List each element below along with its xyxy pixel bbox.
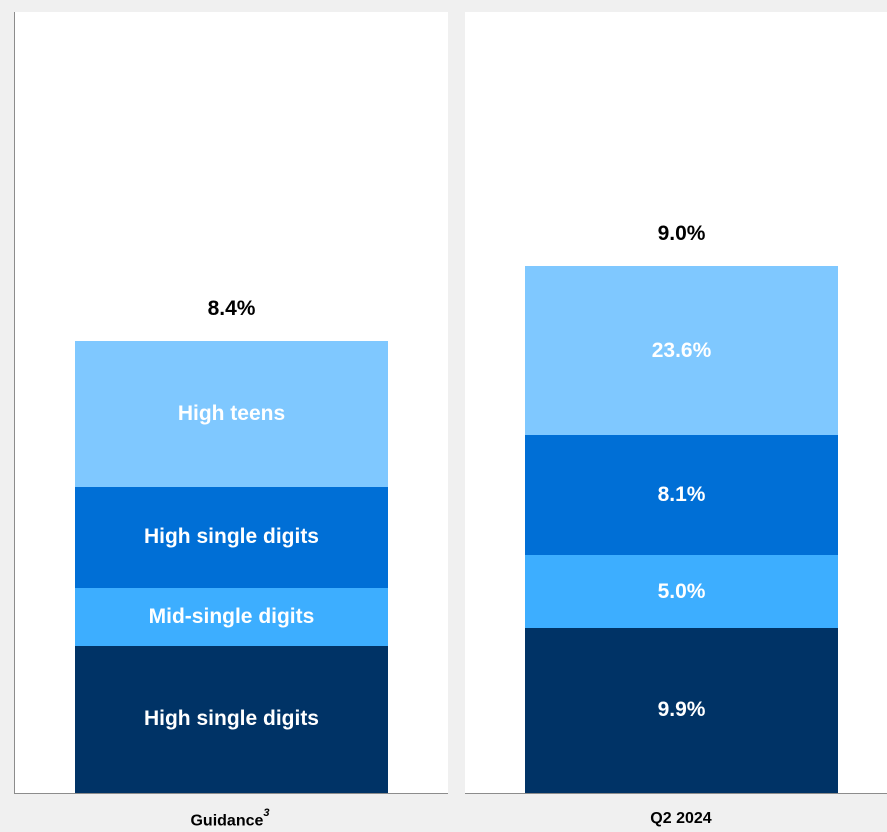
bar-segment: Mid-single digits xyxy=(75,587,388,646)
segment-label: 8.1% xyxy=(657,483,706,507)
bar-segment: High teens xyxy=(75,341,388,488)
footnote-marker: 3 xyxy=(263,807,270,819)
bar-segment: High single digits xyxy=(75,645,388,793)
segment-label: High single digits xyxy=(143,525,319,549)
bar-segment: 8.1% xyxy=(525,435,838,556)
bar-segment: High single digits xyxy=(75,487,388,588)
category-label-guidance: Guidance3 xyxy=(190,807,270,830)
x-axis-line-right xyxy=(465,793,887,794)
bar-segment: 5.0% xyxy=(525,555,838,628)
bar-segment: 9.9% xyxy=(525,627,838,793)
bar-segment: 23.6% xyxy=(525,265,838,436)
x-axis-line-left xyxy=(14,793,448,794)
segment-label: High teens xyxy=(177,402,286,426)
segment-label: Mid-single digits xyxy=(148,604,315,628)
category-label-q2-2024: Q2 2024 xyxy=(650,810,712,827)
segment-label: 23.6% xyxy=(651,338,712,362)
y-axis-line xyxy=(14,12,15,794)
bar-total-label: 8.4% xyxy=(207,297,256,321)
segment-label: 5.0% xyxy=(657,579,706,603)
bar-total-label: 9.0% xyxy=(657,221,706,245)
segment-label: 9.9% xyxy=(657,698,706,722)
segment-label: High single digits xyxy=(143,707,319,731)
